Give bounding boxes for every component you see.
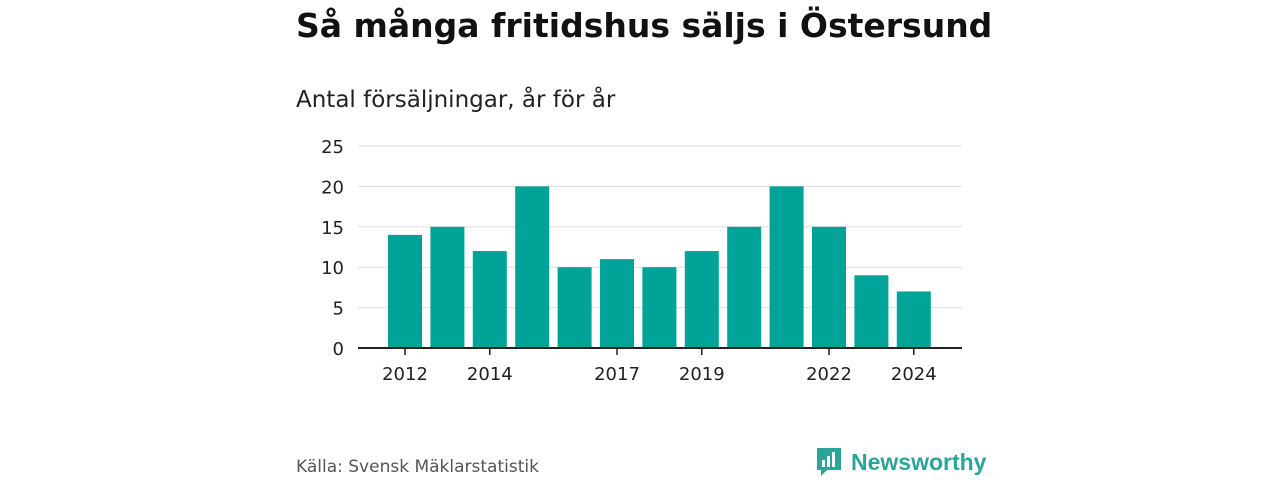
bar-2022 [812, 226, 846, 348]
chart-title: Så många fritidshus säljs i Östersund [296, 6, 993, 45]
chart-subtitle: Antal försäljningar, år för år [296, 87, 616, 113]
y-tick-label: 20 [321, 177, 344, 198]
x-tick-label: 2022 [806, 364, 852, 385]
bar-2013 [430, 226, 465, 348]
bar-2020 [727, 226, 762, 348]
x-tick-label: 2019 [679, 364, 725, 385]
source-note: Källa: Svensk Mäklarstatistik [296, 457, 539, 477]
y-tick-label: 15 [321, 218, 344, 239]
brand-logo: Newsworthy [815, 446, 986, 478]
x-tick-label: 2017 [594, 364, 640, 385]
bar-2012 [388, 234, 422, 348]
bar-2017 [600, 259, 634, 348]
bar-2016 [557, 267, 592, 348]
bar-2014 [472, 251, 507, 348]
bar-chart: 0 5 10 15 20 25 2012 2014 2017 2019 2022 2024 [321, 137, 962, 385]
x-tick-label: 2024 [891, 364, 937, 385]
x-tick-label: 2012 [382, 364, 428, 385]
brand-name: Newsworthy [851, 448, 987, 475]
bar-2024 [896, 291, 931, 348]
bar-2018 [642, 267, 677, 348]
newsworthy-logo-icon [817, 448, 841, 476]
y-tick-label: 0 [333, 339, 344, 360]
bar-2021 [769, 186, 804, 348]
y-tick-label: 10 [321, 258, 344, 279]
bar-2023 [854, 275, 889, 348]
y-tick-label: 5 [333, 299, 344, 320]
y-tick-label: 25 [321, 137, 344, 158]
bars [388, 186, 931, 348]
axes: 0 5 10 15 20 25 2012 2014 2017 2019 2022 2024 [321, 137, 962, 385]
bar-2015 [515, 186, 550, 348]
bar-2019 [684, 251, 719, 348]
x-tick-label: 2014 [467, 364, 513, 385]
